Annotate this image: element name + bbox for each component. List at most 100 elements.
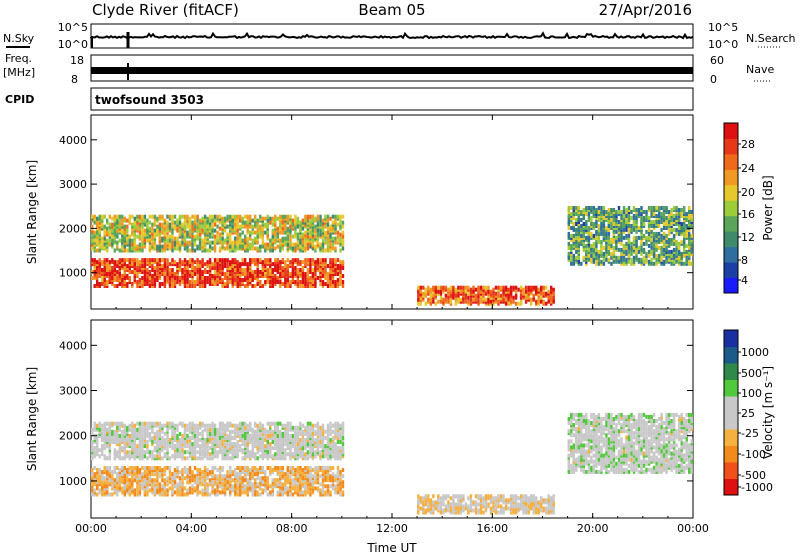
data-cell: [281, 492, 284, 497]
data-cell: [116, 421, 119, 426]
data-cell: [625, 227, 628, 232]
data-cell: [178, 240, 182, 245]
data-cell: [246, 480, 249, 485]
data-cell: [131, 466, 134, 470]
data-cell: [103, 466, 106, 470]
data-cell: [266, 272, 269, 276]
data-cell: [153, 448, 157, 453]
data-cell: [193, 456, 197, 461]
data-cell: [221, 421, 224, 426]
data-cell: [645, 251, 648, 256]
data-cell: [133, 216, 136, 221]
data-cell: [181, 474, 184, 479]
data-cell: [231, 240, 234, 245]
data-cell: [156, 224, 159, 229]
data-cell: [91, 440, 94, 444]
data-cell: [196, 442, 199, 447]
data-cell: [324, 490, 327, 495]
data-cell: [324, 470, 327, 475]
data-cell: [223, 258, 227, 263]
data-cell: [251, 486, 254, 491]
data-cell: [186, 433, 189, 438]
data-cell: [173, 452, 177, 457]
data-cell: [341, 484, 345, 489]
data-cell: [617, 247, 621, 252]
data-cell: [211, 474, 214, 479]
data-cell: [216, 234, 219, 239]
data-cell: [296, 488, 300, 493]
data-cell: [136, 492, 139, 497]
data-cell: [218, 421, 222, 426]
data-cell: [311, 228, 315, 233]
data-cell: [103, 224, 106, 229]
data-cell: [464, 299, 468, 304]
data-cell: [244, 262, 247, 267]
data-cell: [585, 243, 588, 248]
data-cell: [98, 244, 101, 249]
data-cell: [266, 466, 269, 470]
data-cell: [264, 258, 267, 263]
data-cell: [103, 436, 106, 440]
data-cell: [319, 222, 322, 227]
data-cell: [118, 214, 121, 219]
data-cell: [279, 260, 282, 265]
data-cell: [244, 474, 247, 479]
data-cell: [642, 241, 646, 246]
data-cell: [665, 255, 668, 260]
data-cell: [261, 284, 264, 288]
data-cell: [188, 228, 192, 233]
data-cell: [284, 486, 287, 491]
data-cell: [447, 287, 450, 292]
data-cell: [111, 431, 114, 436]
data-cell: [482, 285, 485, 290]
data-cell: [334, 478, 337, 483]
data-cell: [223, 238, 227, 243]
data-cell: [131, 262, 134, 267]
data-cell: [567, 231, 570, 236]
data-cell: [186, 436, 189, 440]
data-cell: [188, 248, 192, 253]
data-cell: [291, 482, 295, 487]
data-cell: [181, 234, 184, 239]
data-cell: [617, 206, 621, 210]
data-cell: [156, 429, 159, 434]
data-cell: [103, 425, 106, 430]
data-cell: [211, 450, 214, 455]
data-cell: [108, 425, 111, 430]
data-cell: [582, 231, 585, 236]
data-cell: [291, 486, 295, 491]
data-cell: [198, 284, 202, 288]
data-cell: [163, 242, 167, 247]
data-cell: [191, 234, 194, 239]
data-cell: [590, 253, 593, 258]
data-cell: [417, 285, 420, 290]
data-cell: [118, 427, 121, 432]
data-cell: [239, 224, 242, 229]
data-cell: [218, 446, 222, 451]
data-cell: [271, 478, 274, 483]
data-cell: [281, 236, 284, 241]
data-cell: [607, 249, 611, 254]
data-cell: [274, 478, 277, 483]
data-cell: [136, 280, 139, 284]
data-cell: [208, 226, 212, 231]
freq-label: Freq.: [5, 52, 32, 65]
data-cell: [213, 266, 217, 270]
data-cell: [645, 241, 648, 246]
data-cell: [126, 248, 129, 253]
data-cell: [678, 241, 681, 246]
data-cell: [251, 492, 254, 497]
data-cell: [138, 442, 142, 447]
data-cell: [512, 299, 515, 304]
data-cell: [620, 231, 623, 236]
data-cell: [289, 466, 292, 470]
data-cell: [497, 285, 500, 290]
data-cell: [91, 478, 94, 483]
data-cell: [188, 466, 192, 470]
data-cell: [590, 243, 593, 248]
data-cell: [657, 253, 661, 258]
data-cell: [171, 490, 174, 495]
data-cell: [138, 431, 142, 436]
data-cell: [269, 258, 272, 263]
data-cell: [429, 293, 432, 298]
